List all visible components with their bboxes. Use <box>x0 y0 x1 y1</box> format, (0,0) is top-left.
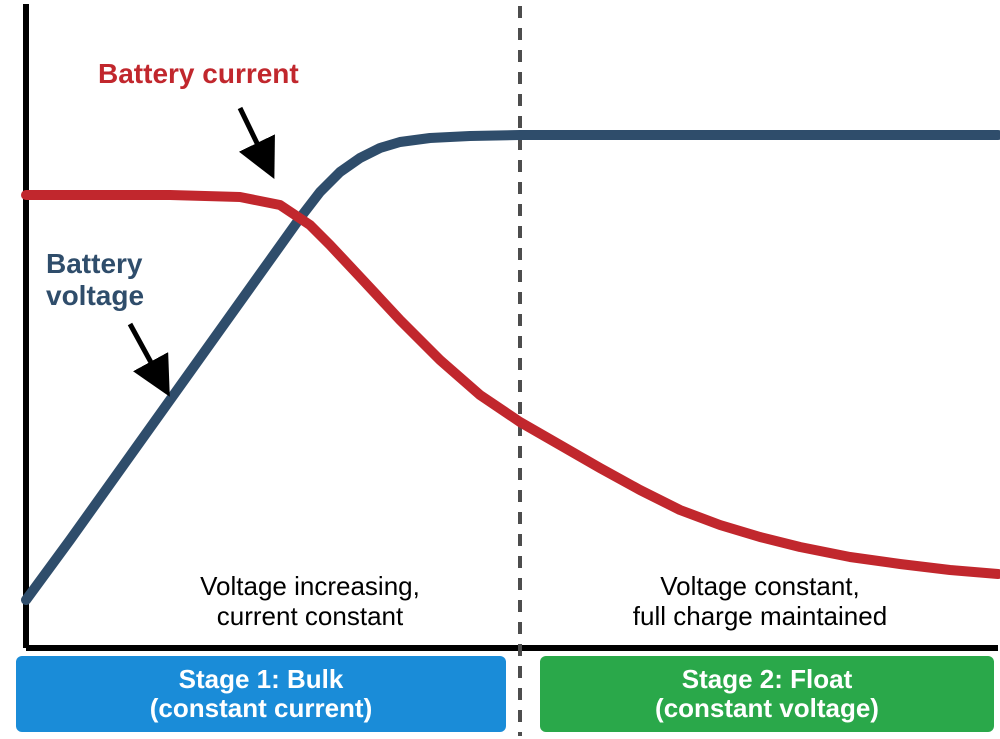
voltage-label-line1: Battery <box>46 248 142 280</box>
stage1-title: Stage 1: Bulk <box>16 665 506 694</box>
battery-charge-chart: Battery current Battery voltage Voltage … <box>0 0 1000 739</box>
voltage-curve <box>26 135 998 600</box>
stage1-annotation-line2: current constant <box>217 601 403 631</box>
stage1-annotation-line1: Voltage increasing, <box>200 571 420 601</box>
stage1-annotation: Voltage increasing, current constant <box>120 572 500 632</box>
stage2-annotation: Voltage constant, full charge maintained <box>560 572 960 632</box>
stage2-box: Stage 2: Float (constant voltage) <box>540 656 994 732</box>
arrow-to-voltage <box>130 324 165 388</box>
stage1-sub: (constant current) <box>16 694 506 723</box>
stage1-box: Stage 1: Bulk (constant current) <box>16 656 506 732</box>
current-curve <box>26 195 998 574</box>
stage2-annotation-line2: full charge maintained <box>633 601 887 631</box>
voltage-label-line2: voltage <box>46 280 144 312</box>
current-label: Battery current <box>98 58 299 90</box>
stage2-sub: (constant voltage) <box>540 694 994 723</box>
stage2-title: Stage 2: Float <box>540 665 994 694</box>
arrow-to-current <box>240 108 270 170</box>
stage2-annotation-line1: Voltage constant, <box>660 571 859 601</box>
